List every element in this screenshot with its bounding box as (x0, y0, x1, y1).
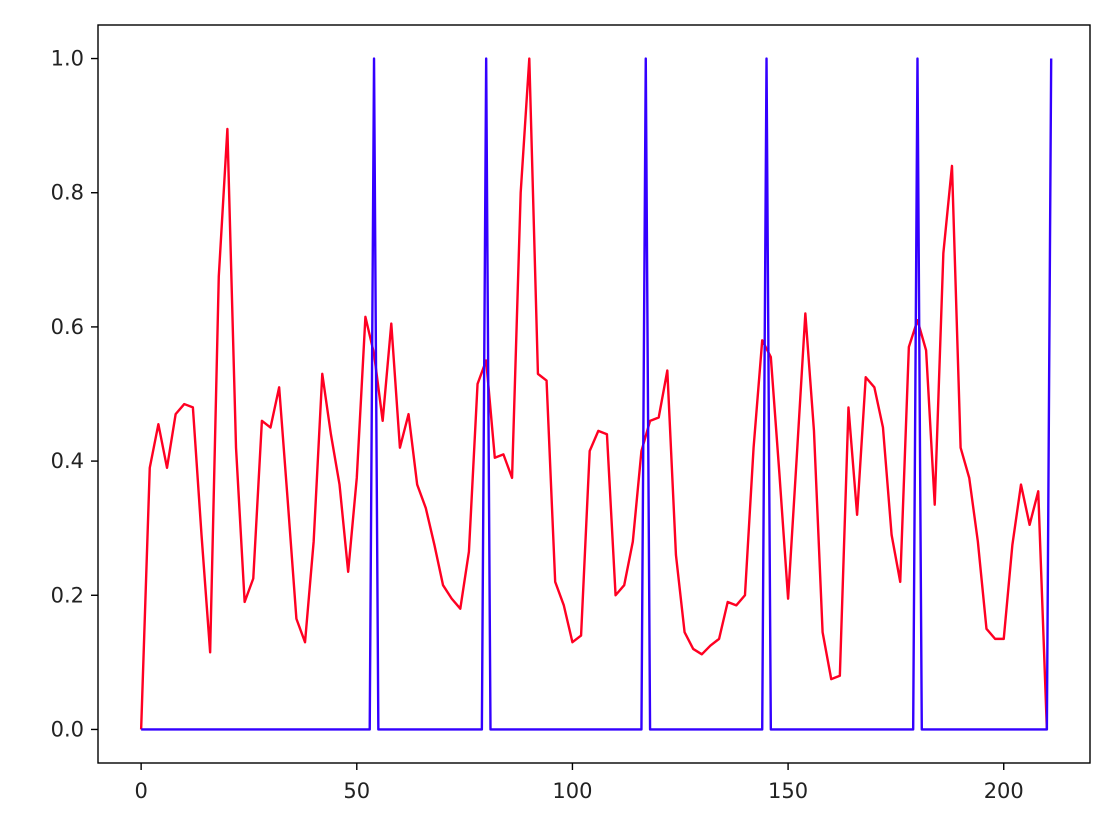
y-tick-label: 0.6 (51, 315, 84, 339)
x-tick-label: 50 (343, 779, 370, 803)
series-1-line (139, 57, 1049, 730)
axes-layer: 0 50 100 150 200 0.0 0.2 0.4 0.6 0.8 1.0 (51, 24, 1091, 803)
x-tick-label: 150 (768, 779, 808, 803)
y-tick-label: 0.4 (51, 449, 84, 473)
x-tick-label: 100 (552, 779, 592, 803)
y-tick-label: 0.8 (51, 181, 84, 205)
y-tick-label: 0.0 (51, 717, 84, 741)
series-2-line (141, 57, 1053, 731)
x-tick-label: 0 (134, 779, 147, 803)
y-tick-label: 0.2 (51, 583, 84, 607)
y-tick-label: 1.0 (51, 47, 84, 71)
series-layer (139, 57, 1053, 731)
plot-frame (97, 24, 1091, 764)
x-tick-label: 200 (984, 779, 1024, 803)
